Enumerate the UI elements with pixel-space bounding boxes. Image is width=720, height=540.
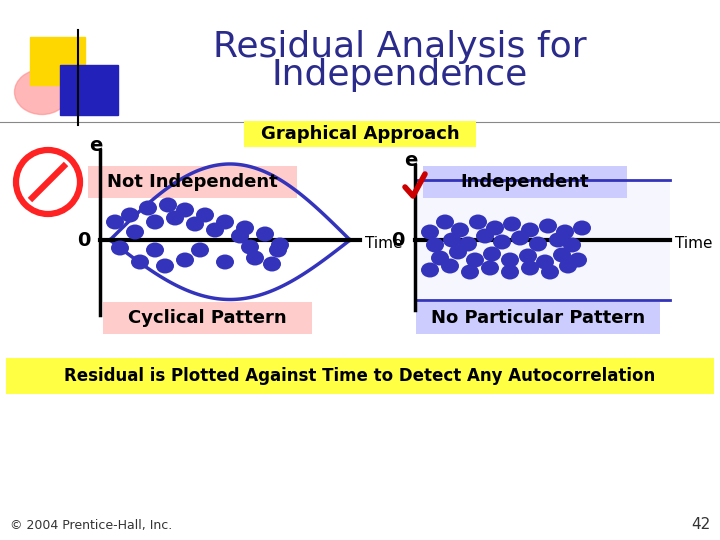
- Ellipse shape: [156, 259, 174, 273]
- Ellipse shape: [501, 265, 519, 280]
- FancyBboxPatch shape: [423, 166, 627, 198]
- Text: Residual Analysis for: Residual Analysis for: [213, 30, 587, 64]
- Text: Cyclical Pattern: Cyclical Pattern: [128, 309, 287, 327]
- Ellipse shape: [481, 260, 499, 275]
- Ellipse shape: [573, 220, 591, 235]
- Ellipse shape: [191, 242, 209, 258]
- Ellipse shape: [431, 251, 449, 266]
- Ellipse shape: [563, 238, 581, 253]
- FancyBboxPatch shape: [244, 121, 476, 147]
- Ellipse shape: [216, 254, 234, 269]
- Ellipse shape: [536, 254, 554, 269]
- Bar: [415, 180, 670, 300]
- Ellipse shape: [269, 242, 287, 258]
- Ellipse shape: [469, 214, 487, 230]
- Bar: [60, 65, 118, 115]
- Ellipse shape: [541, 265, 559, 280]
- Ellipse shape: [241, 240, 259, 254]
- Ellipse shape: [493, 234, 511, 249]
- Ellipse shape: [519, 248, 537, 264]
- Ellipse shape: [421, 262, 439, 278]
- Text: e: e: [89, 136, 103, 155]
- Ellipse shape: [459, 237, 477, 252]
- Ellipse shape: [553, 247, 571, 262]
- Ellipse shape: [436, 214, 454, 230]
- Ellipse shape: [216, 214, 234, 230]
- Ellipse shape: [443, 233, 461, 247]
- Ellipse shape: [529, 237, 547, 252]
- Text: Independent: Independent: [461, 173, 589, 191]
- Text: 0: 0: [76, 231, 90, 249]
- Ellipse shape: [236, 220, 254, 235]
- Ellipse shape: [111, 240, 129, 255]
- Ellipse shape: [146, 214, 164, 230]
- Ellipse shape: [521, 260, 539, 275]
- Ellipse shape: [186, 217, 204, 232]
- Ellipse shape: [139, 200, 157, 215]
- Ellipse shape: [569, 253, 587, 267]
- Ellipse shape: [441, 259, 459, 273]
- Ellipse shape: [483, 246, 501, 261]
- Ellipse shape: [539, 219, 557, 233]
- Ellipse shape: [556, 225, 574, 240]
- Ellipse shape: [196, 207, 214, 222]
- Text: Time: Time: [365, 235, 402, 251]
- Ellipse shape: [14, 70, 70, 114]
- Ellipse shape: [421, 225, 439, 240]
- Ellipse shape: [256, 226, 274, 241]
- Ellipse shape: [146, 242, 164, 258]
- Text: No Particular Pattern: No Particular Pattern: [431, 309, 645, 327]
- FancyBboxPatch shape: [88, 166, 297, 198]
- Ellipse shape: [559, 259, 577, 273]
- Ellipse shape: [426, 238, 444, 253]
- Ellipse shape: [166, 211, 184, 226]
- Ellipse shape: [476, 228, 494, 244]
- Text: Residual is Plotted Against Time to Detect Any Autocorrelation: Residual is Plotted Against Time to Dete…: [64, 367, 656, 385]
- Ellipse shape: [451, 222, 469, 238]
- Ellipse shape: [176, 253, 194, 267]
- FancyBboxPatch shape: [416, 302, 660, 334]
- Ellipse shape: [503, 217, 521, 232]
- Ellipse shape: [231, 228, 249, 244]
- FancyBboxPatch shape: [103, 302, 312, 334]
- Ellipse shape: [271, 238, 289, 253]
- Ellipse shape: [549, 233, 567, 247]
- Bar: [30, 37, 85, 85]
- Ellipse shape: [466, 253, 484, 267]
- Ellipse shape: [121, 207, 139, 222]
- Ellipse shape: [486, 220, 504, 235]
- Text: 0: 0: [392, 231, 405, 249]
- Ellipse shape: [263, 256, 281, 272]
- FancyBboxPatch shape: [6, 358, 714, 394]
- Text: Graphical Approach: Graphical Approach: [261, 125, 459, 143]
- Text: Time: Time: [675, 235, 713, 251]
- Ellipse shape: [206, 222, 224, 238]
- Ellipse shape: [131, 254, 149, 269]
- Text: © 2004 Prentice-Hall, Inc.: © 2004 Prentice-Hall, Inc.: [10, 519, 172, 532]
- Text: 42: 42: [690, 517, 710, 532]
- Ellipse shape: [449, 245, 467, 260]
- Ellipse shape: [106, 214, 124, 230]
- Text: e: e: [405, 151, 418, 170]
- Ellipse shape: [461, 265, 479, 280]
- Ellipse shape: [501, 253, 519, 267]
- Text: Independence: Independence: [272, 58, 528, 92]
- Ellipse shape: [521, 222, 539, 238]
- Ellipse shape: [246, 251, 264, 266]
- Circle shape: [16, 150, 80, 214]
- Ellipse shape: [511, 231, 529, 246]
- Ellipse shape: [126, 225, 144, 240]
- Ellipse shape: [159, 198, 177, 213]
- Ellipse shape: [176, 202, 194, 218]
- Text: Not Independent: Not Independent: [107, 173, 278, 191]
